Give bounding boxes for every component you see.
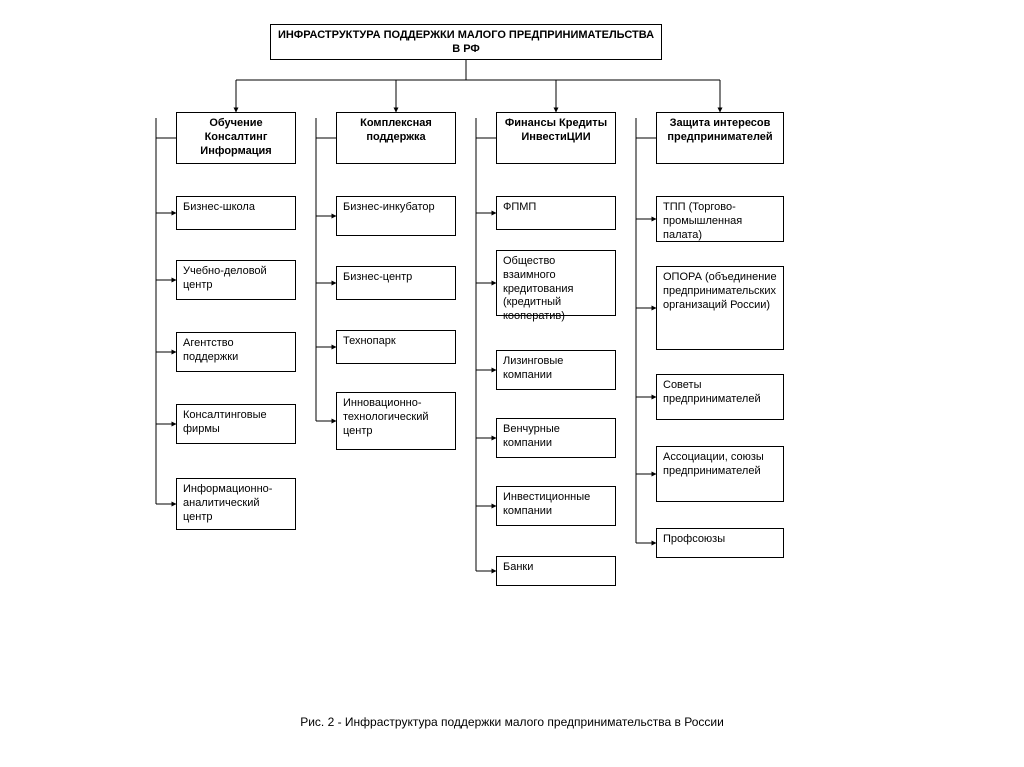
title-box: ИНФРАСТРУКТУРА ПОДДЕРЖКИ МАЛОГО ПРЕДПРИН… [270, 24, 662, 60]
column-1-item-0: Бизнес-инкубатор [336, 196, 456, 236]
column-1-item-3: Инновационно-технологический центр [336, 392, 456, 450]
column-2-item-0: ФПМП [496, 196, 616, 230]
column-head-2: Финансы Кредиты ИнвестиЦИИ [496, 112, 616, 164]
column-head-0: Обучение Консалтинг Информация [176, 112, 296, 164]
column-head-3: Защита интересов предпринимателей [656, 112, 784, 164]
column-2-item-2: Лизинговые компании [496, 350, 616, 390]
column-0-item-0: Бизнес-школа [176, 196, 296, 230]
column-3-item-1: ОПОРА (объединение предпринимательских о… [656, 266, 784, 350]
column-0-item-1: Учебно-деловой центр [176, 260, 296, 300]
column-3-item-0: ТПП (Торгово-промышленная палата) [656, 196, 784, 242]
column-3-item-3: Ассоциации, союзы предпринимателей [656, 446, 784, 502]
column-1-item-2: Технопарк [336, 330, 456, 364]
column-1-item-1: Бизнес-центр [336, 266, 456, 300]
figure-caption: Рис. 2 - Инфраструктура поддержки малого… [0, 715, 1024, 729]
column-0-item-3: Консалтинговые фирмы [176, 404, 296, 444]
column-2-item-4: Инвестиционные компании [496, 486, 616, 526]
column-2-item-5: Банки [496, 556, 616, 586]
column-head-1: Комплексная поддержка [336, 112, 456, 164]
column-0-item-2: Агентство поддержки [176, 332, 296, 372]
column-2-item-3: Венчурные компании [496, 418, 616, 458]
column-3-item-2: Советы предпринимателей [656, 374, 784, 420]
column-0-item-4: Информационно-аналитический центр [176, 478, 296, 530]
column-2-item-1: Общество взаимного кредитования (кредитн… [496, 250, 616, 316]
column-3-item-4: Профсоюзы [656, 528, 784, 558]
